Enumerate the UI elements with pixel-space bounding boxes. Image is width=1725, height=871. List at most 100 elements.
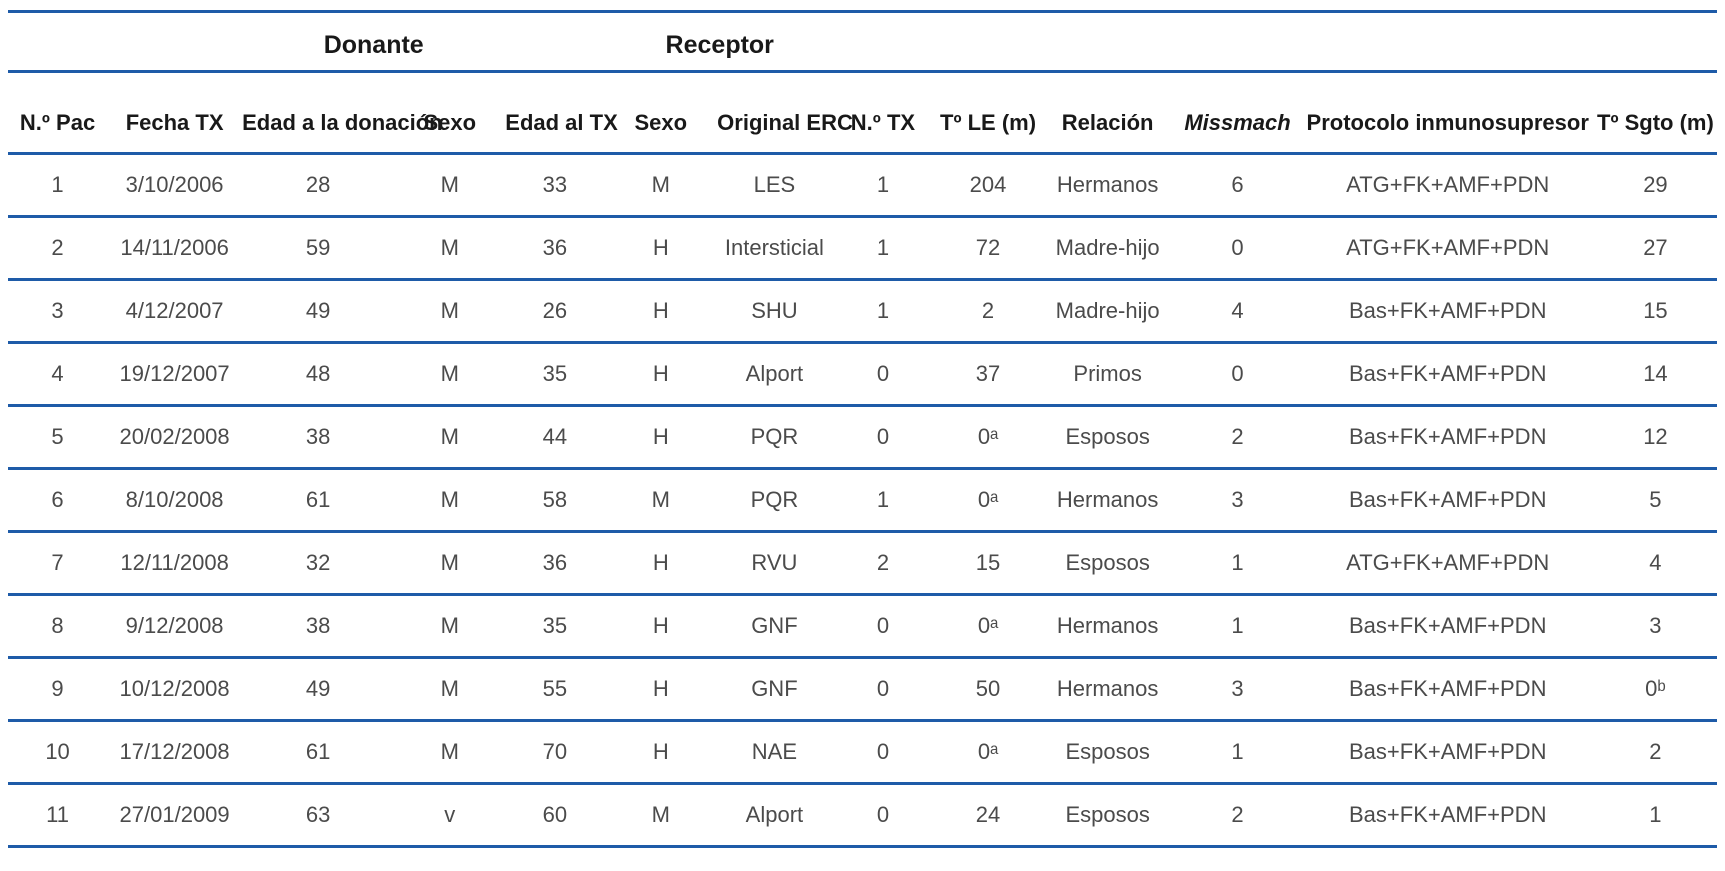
cell-relacion: Primos: [1041, 342, 1174, 407]
cell-missmach: 0: [1173, 342, 1302, 407]
cell-missmach: 2: [1173, 783, 1302, 848]
cell-original-erc: NAE: [717, 720, 832, 785]
cell-pac: 5: [8, 405, 108, 470]
cell-edad-tx: 44: [505, 405, 605, 470]
cell-protocolo: ATG+FK+AMF+PDN: [1301, 216, 1594, 281]
column-header-fecha-tx: Fecha TX: [107, 71, 243, 155]
table-row: 9 10/12/2008 49 M 55 H GNF 0 50 Hermanos 3 Bas+FK+A…: [8, 657, 1717, 722]
cell-edad-donacion: 32: [242, 531, 395, 596]
cell-original-erc: RVU: [717, 531, 832, 596]
cell-fecha-tx: 19/12/2007: [107, 342, 243, 407]
cell-num-tx: 1: [831, 468, 935, 533]
cell-missmach: 2: [1173, 405, 1302, 470]
column-header-original-erc: Original ERC: [717, 71, 853, 155]
cell-t-le: 2: [934, 279, 1042, 344]
cell-t-sgto: 4: [1593, 531, 1717, 596]
cell-edad-donacion: 63: [242, 783, 395, 848]
column-header-edad-tx: Edad al TX: [505, 71, 618, 155]
table-row: 7 12/11/2008 32 M 36 H RVU 2 15 Esposos 1 ATG+FK+AM…: [8, 531, 1717, 596]
table-row: 3 4/12/2007 49 M 26 H SHU 1 2 Madre-hijo 4 Bas+FK+A…: [8, 279, 1717, 344]
cell-num-tx: 1: [831, 153, 935, 218]
cell-pac: 11: [8, 783, 108, 848]
cell-original-erc: PQR: [717, 468, 832, 533]
cell-t-sgto: 3: [1593, 594, 1717, 659]
cell-edad-donacion: 49: [242, 279, 395, 344]
column-header-t-sgto: Tº Sgto (m): [1593, 71, 1717, 155]
cell-t-le: 15: [934, 531, 1042, 596]
cell-edad-donacion: 38: [242, 405, 395, 470]
cell-edad-tx: 26: [505, 279, 605, 344]
cell-t-le: 24: [934, 783, 1042, 848]
table-body: 1 3/10/2006 28 M 33 M LES 1 204 Hermanos 6 ATG+FK+A…: [8, 153, 1717, 848]
cell-edad-tx: 35: [505, 342, 605, 407]
cell-protocolo: Bas+FK+AMF+PDN: [1301, 468, 1594, 533]
cell-protocolo: Bas+FK+AMF+PDN: [1301, 342, 1594, 407]
column-header-sexo-receptor: Sexo: [604, 71, 718, 155]
cell-pac: 6: [8, 468, 108, 533]
cell-relacion: Esposos: [1041, 405, 1174, 470]
cell-edad-donacion: 48: [242, 342, 395, 407]
cell-num-tx: 1: [831, 216, 935, 281]
cell-relacion: Madre-hijo: [1041, 216, 1174, 281]
cell-fecha-tx: 17/12/2008: [107, 720, 243, 785]
cell-num-tx: 0: [831, 783, 935, 848]
column-header-relacion: Relación: [1041, 71, 1174, 155]
cell-edad-tx: 33: [505, 153, 605, 218]
column-header-pac: N.º Pac: [8, 71, 108, 155]
column-header-sexo-donante: Sexo: [394, 71, 506, 155]
cell-sexo-receptor: H: [604, 720, 718, 785]
cell-original-erc: GNF: [717, 657, 832, 722]
table-row: 5 20/02/2008 38 M 44 H PQR 0 0ᵃ Esposos 2 Bas+FK+AM…: [8, 405, 1717, 470]
cell-sexo-receptor: H: [604, 405, 718, 470]
cell-sexo-donante: M: [394, 531, 506, 596]
cell-sexo-donante: v: [394, 783, 506, 848]
table-row: 2 14/11/2006 59 M 36 H Intersticial 1 72 Madre-hi…: [8, 216, 1717, 281]
cell-relacion: Esposos: [1041, 783, 1174, 848]
cell-sexo-donante: M: [394, 342, 506, 407]
table-row: 4 19/12/2007 48 M 35 H Alport 0 37 Primos 0 Bas+FK+…: [8, 342, 1717, 407]
cell-t-sgto: 2: [1593, 720, 1717, 785]
cell-original-erc: LES: [717, 153, 832, 218]
cell-original-erc: Alport: [717, 342, 832, 407]
cell-missmach: 3: [1173, 468, 1302, 533]
cell-t-le: 72: [934, 216, 1042, 281]
cell-sexo-receptor: H: [604, 594, 718, 659]
cell-sexo-donante: M: [394, 468, 506, 533]
cell-pac: 2: [8, 216, 108, 281]
cell-protocolo: ATG+FK+AMF+PDN: [1301, 153, 1594, 218]
cell-sexo-receptor: H: [604, 657, 718, 722]
cell-protocolo: Bas+FK+AMF+PDN: [1301, 783, 1594, 848]
group-header-donante: Donante: [242, 11, 506, 73]
cell-t-sgto: 1: [1593, 783, 1717, 848]
group-header-receptor: Receptor: [505, 11, 935, 73]
cell-t-sgto: 0ᵇ: [1593, 657, 1717, 722]
cell-fecha-tx: 4/12/2007: [107, 279, 243, 344]
cell-sexo-donante: M: [394, 279, 506, 344]
cell-t-le: 0ᵃ: [934, 720, 1042, 785]
cell-sexo-receptor: H: [604, 216, 718, 281]
cell-sexo-receptor: M: [604, 468, 718, 533]
cell-edad-donacion: 59: [242, 216, 395, 281]
cell-pac: 10: [8, 720, 108, 785]
cell-t-sgto: 15: [1593, 279, 1717, 344]
cell-relacion: Esposos: [1041, 531, 1174, 596]
group-spacer-right: [934, 11, 1717, 73]
cell-fecha-tx: 20/02/2008: [107, 405, 243, 470]
cell-sexo-donante: M: [394, 153, 506, 218]
cell-pac: 1: [8, 153, 108, 218]
cell-sexo-receptor: H: [604, 342, 718, 407]
group-header-row: Donante Receptor: [8, 11, 1717, 73]
table-row: 1 3/10/2006 28 M 33 M LES 1 204 Hermanos 6 ATG+FK+A…: [8, 153, 1717, 218]
cell-relacion: Hermanos: [1041, 594, 1174, 659]
cell-sexo-donante: M: [394, 405, 506, 470]
cell-t-sgto: 12: [1593, 405, 1717, 470]
cell-relacion: Madre-hijo: [1041, 279, 1174, 344]
cell-sexo-donante: M: [394, 216, 506, 281]
cell-protocolo: Bas+FK+AMF+PDN: [1301, 405, 1594, 470]
cell-t-sgto: 29: [1593, 153, 1717, 218]
cell-protocolo: Bas+FK+AMF+PDN: [1301, 279, 1594, 344]
cell-num-tx: 1: [831, 279, 935, 344]
cell-sexo-receptor: M: [604, 153, 718, 218]
cell-t-le: 50: [934, 657, 1042, 722]
table-row: 6 8/10/2008 61 M 58 M PQR 1 0ᵃ Hermanos 3 Bas+FK+AM…: [8, 468, 1717, 533]
